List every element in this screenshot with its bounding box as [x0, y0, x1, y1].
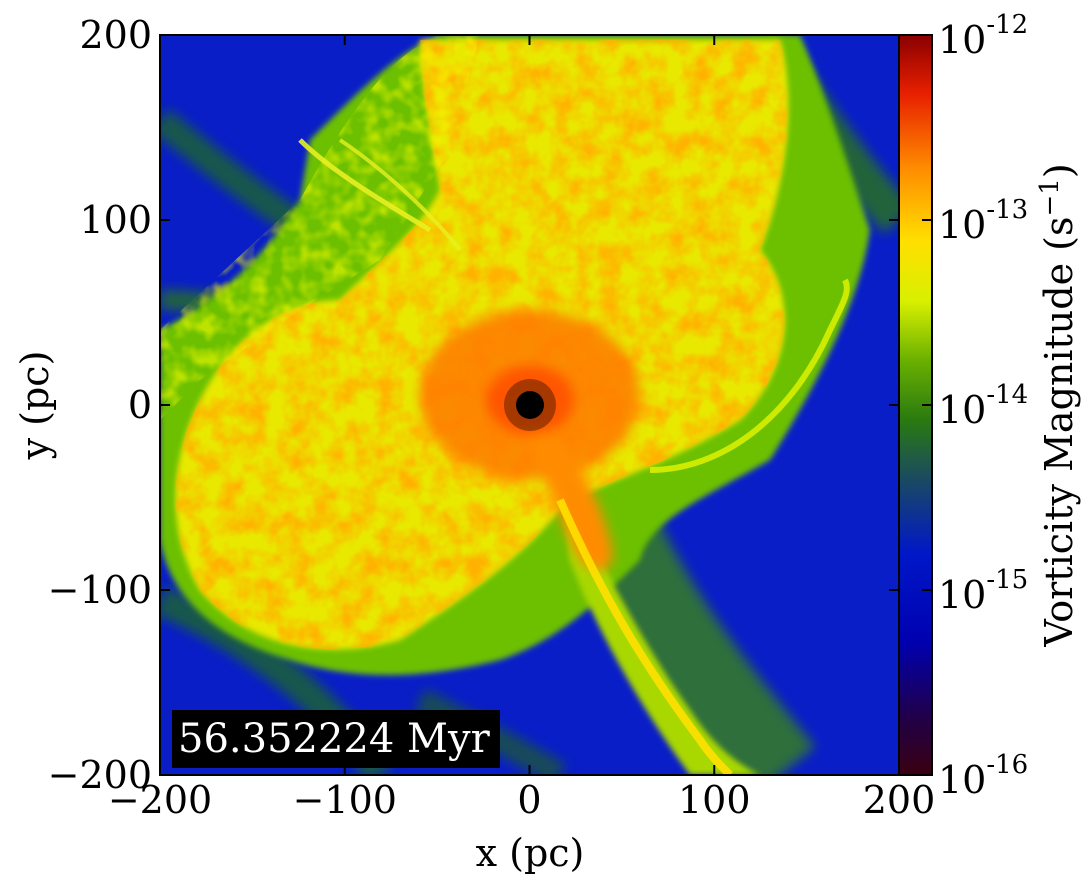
- y-tick-label: −200: [48, 753, 152, 797]
- x-tick-label: −200: [108, 778, 212, 822]
- x-tick-label: 0: [517, 778, 541, 822]
- y-tick-label: 0: [128, 383, 152, 427]
- time-annotation: 56.352224 Myr: [172, 710, 500, 768]
- colorbar-tick-label: 10-12: [938, 10, 1028, 62]
- x-tick-label: 200: [863, 778, 936, 822]
- jet-filament: [556, 498, 733, 775]
- shock-arc: [649, 278, 850, 473]
- colorbar-label: Vorticity Magnitude (s−1): [1035, 163, 1081, 647]
- colorbar-tick-label: 10-14: [938, 380, 1028, 432]
- colorbar-tick-exp: -14: [986, 380, 1028, 410]
- time-annotation-text: 56.352224 Myr: [178, 716, 491, 762]
- y-tick-label: 200: [79, 13, 152, 57]
- colorbar-tick-label: 10-16: [938, 750, 1028, 802]
- x-axis-label: x (pc): [476, 831, 585, 875]
- colorbar-tick-exp: -15: [986, 565, 1028, 595]
- colorbar-tick-label: 10-15: [938, 565, 1028, 617]
- y-tick-label: 100: [79, 198, 152, 242]
- colorbar-tick-label: 10-13: [938, 195, 1028, 247]
- colorbar-tick-base: 10: [938, 758, 986, 802]
- colorbar-tick-base: 10: [938, 18, 986, 62]
- yellow-filament-texture: [160, 35, 480, 420]
- colorbar-tick-exp: -13: [986, 195, 1028, 225]
- shock-filament-1: [298, 138, 432, 233]
- colorbar-label-main: Vorticity Magnitude (s: [1037, 217, 1081, 648]
- x-axis-ticks: −200 −100 0 100 200: [108, 35, 935, 822]
- shock-filament-2: [338, 138, 462, 252]
- colorbar-tick-base: 10: [938, 388, 986, 432]
- time-annotation-box: [172, 710, 500, 768]
- y-tick-label: −100: [48, 568, 152, 612]
- y-axis-label: y (pc): [13, 351, 57, 461]
- x-tick-label: 100: [678, 778, 751, 822]
- colorbar-tick-base: 10: [938, 203, 986, 247]
- central-cluster: [516, 391, 544, 419]
- heatmap-field: [160, 35, 899, 775]
- colorbar-label-close: ): [1037, 163, 1081, 178]
- colorbar-label-exp: −1: [1035, 178, 1065, 216]
- colorbar-tick-base: 10: [938, 573, 986, 617]
- colorbar-tick-exp: -12: [986, 10, 1028, 40]
- y-axis-ticks: −200 −100 0 100 200: [48, 13, 899, 797]
- cluster-halo: [504, 379, 556, 431]
- colorbar-tick-exp: -16: [986, 750, 1028, 780]
- x-tick-label: −100: [293, 778, 397, 822]
